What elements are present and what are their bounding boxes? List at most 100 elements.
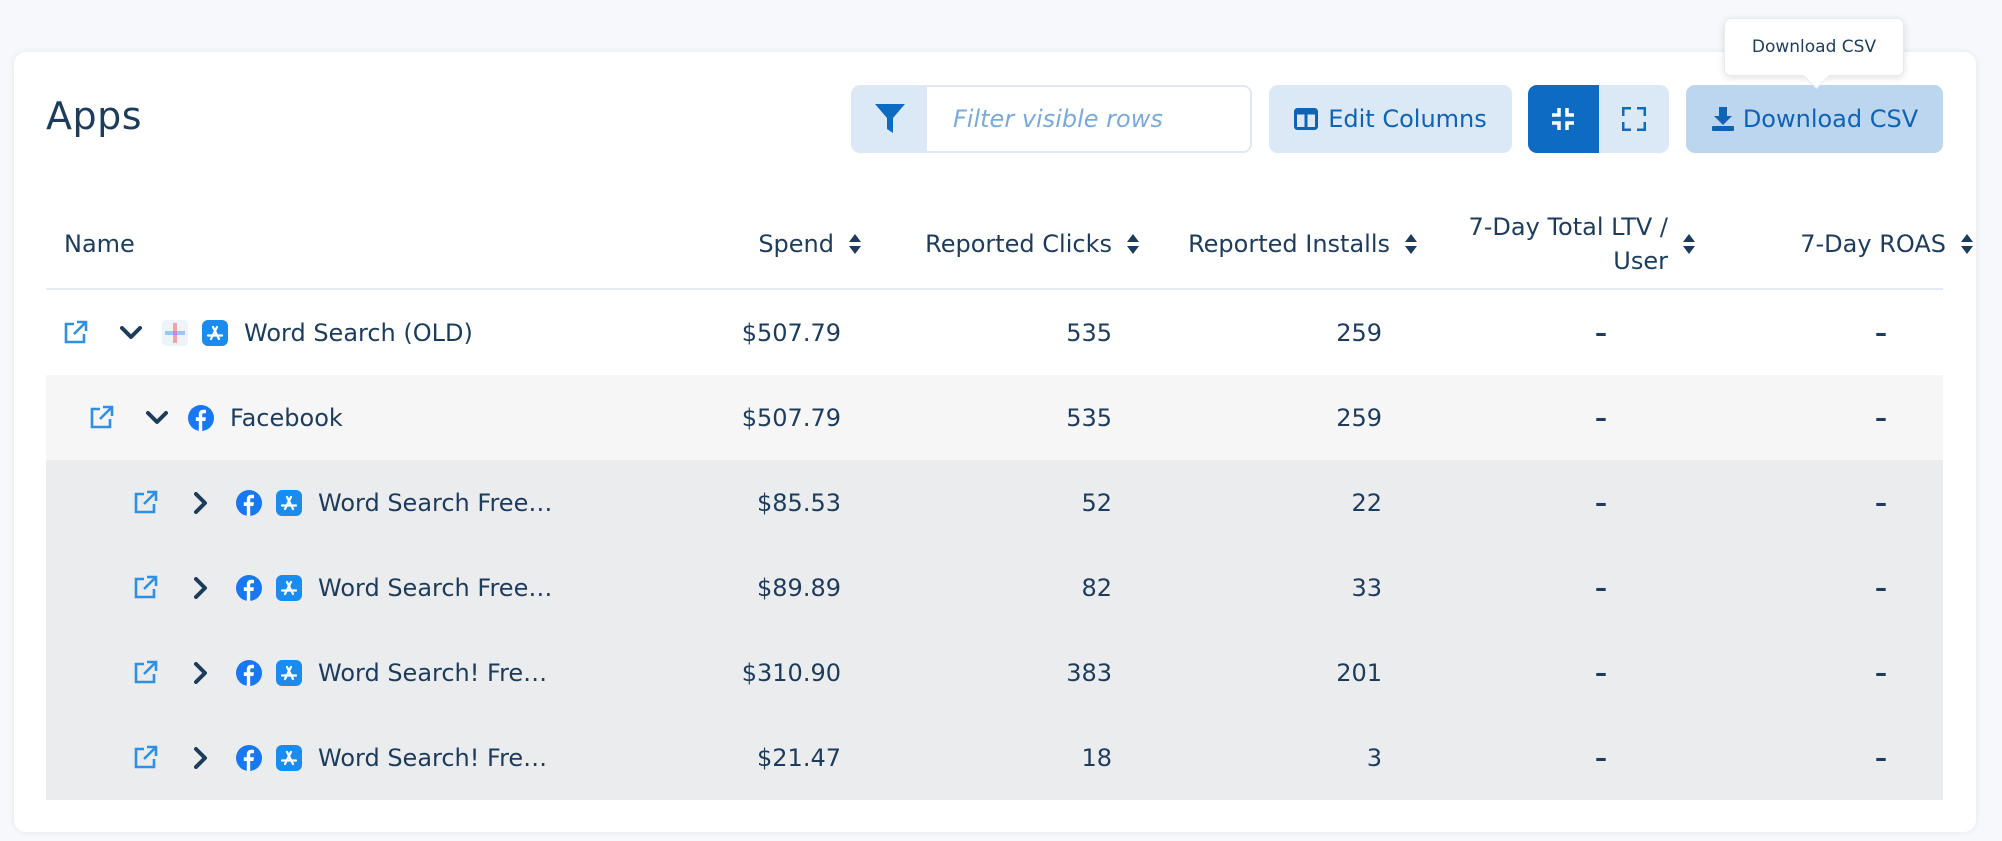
facebook-icon	[188, 375, 214, 460]
external-link-icon[interactable]	[132, 460, 158, 545]
ltv-label-line-2: User	[1613, 247, 1668, 275]
spend-value: $21.47	[757, 743, 841, 772]
app-store-icon	[276, 545, 302, 630]
ltv-value: –	[1595, 658, 1607, 687]
edit-columns-label: Edit Columns	[1328, 105, 1487, 133]
chevron-down-icon[interactable]	[120, 290, 142, 375]
reported-installs-value: 201	[1336, 658, 1382, 687]
external-link-icon[interactable]	[132, 630, 158, 715]
reported-installs-value: 259	[1336, 403, 1382, 432]
facebook-icon	[236, 715, 262, 800]
table-row: Word Search! Fre… $310.90 383 201 – –	[46, 630, 1943, 715]
reported-installs-value: 3	[1366, 743, 1382, 772]
roas-value: –	[1875, 573, 1887, 602]
table-header: Name Spend Reported Clicks Reported Inst…	[46, 198, 1973, 290]
fullscreen-button[interactable]	[1598, 85, 1669, 153]
chevron-right-icon[interactable]	[194, 630, 208, 715]
row-name[interactable]: Word Search! Fre…	[318, 658, 548, 687]
column-label-7-day-roas: 7-Day ROAS	[1800, 230, 1946, 258]
column-label-7-day-total-ltv-user: 7-Day Total LTV / User	[1469, 210, 1669, 278]
app-store-icon	[202, 290, 228, 375]
ltv-value: –	[1595, 573, 1607, 602]
roas-value: –	[1875, 743, 1887, 772]
app-store-icon	[276, 630, 302, 715]
facebook-icon	[236, 545, 262, 630]
reported-installs-value: 259	[1336, 318, 1382, 347]
download-icon	[1711, 107, 1734, 131]
spend-value: $89.89	[757, 573, 841, 602]
compact-view-button[interactable]	[1528, 85, 1599, 153]
row-name[interactable]: Word Search (OLD)	[244, 318, 473, 347]
reported-installs-value: 33	[1351, 573, 1382, 602]
sort-icon	[849, 234, 861, 254]
column-header-7-day-roas[interactable]: 7-Day ROAS	[1706, 198, 1974, 290]
external-link-icon[interactable]	[62, 290, 88, 375]
compress-icon	[1552, 108, 1575, 130]
reported-clicks-value: 535	[1066, 318, 1112, 347]
apps-table: Name Spend Reported Clicks Reported Inst…	[46, 198, 1973, 800]
spend-value: $85.53	[757, 488, 841, 517]
columns-icon	[1294, 108, 1319, 130]
column-label-name: Name	[64, 230, 135, 258]
chevron-right-icon[interactable]	[194, 715, 208, 800]
chevron-down-icon[interactable]	[146, 375, 168, 460]
ltv-value: –	[1595, 403, 1607, 432]
row-name[interactable]: Word Search! Fre…	[318, 743, 548, 772]
column-header-reported-clicks[interactable]: Reported Clicks	[876, 198, 1140, 290]
filter-icon	[875, 104, 905, 133]
column-label-reported-installs: Reported Installs	[1188, 230, 1390, 258]
column-header-7-day-total-ltv-user[interactable]: 7-Day Total LTV / User	[1406, 198, 1696, 290]
page-title: Apps	[46, 94, 143, 138]
filter-button[interactable]	[853, 87, 927, 151]
reported-clicks-value: 18	[1081, 743, 1112, 772]
ltv-value: –	[1595, 743, 1607, 772]
edit-columns-button[interactable]: Edit Columns	[1269, 85, 1512, 153]
facebook-icon	[236, 460, 262, 545]
external-link-icon[interactable]	[132, 545, 158, 630]
chevron-right-icon[interactable]	[194, 545, 208, 630]
external-link-icon[interactable]	[132, 715, 158, 800]
row-name[interactable]: Word Search Free…	[318, 488, 553, 517]
column-header-spend[interactable]: Spend	[666, 198, 862, 290]
ltv-value: –	[1595, 488, 1607, 517]
table-row: Word Search (OLD) $507.79 535 259 – –	[46, 290, 1943, 375]
table-row: Word Search Free… $89.89 82 33 – –	[46, 545, 1943, 630]
column-header-name[interactable]: Name	[64, 198, 135, 290]
facebook-icon	[236, 630, 262, 715]
column-header-reported-installs[interactable]: Reported Installs	[1146, 198, 1418, 290]
sort-icon	[1683, 234, 1695, 254]
filter-input[interactable]	[927, 87, 1250, 151]
sort-icon	[1405, 234, 1417, 254]
view-toggle	[1528, 85, 1669, 153]
roas-value: –	[1875, 318, 1887, 347]
filter-group	[851, 85, 1252, 153]
roas-value: –	[1875, 658, 1887, 687]
table-row: Word Search! Fre… $21.47 18 3 – –	[46, 715, 1943, 800]
external-link-icon[interactable]	[88, 375, 114, 460]
download-csv-button[interactable]: Download CSV	[1686, 85, 1943, 153]
reported-installs-value: 22	[1351, 488, 1382, 517]
reported-clicks-value: 82	[1081, 573, 1112, 602]
multi-network-icon	[162, 290, 188, 375]
table-row: Facebook $507.79 535 259 – –	[46, 375, 1943, 460]
column-label-spend: Spend	[758, 230, 834, 258]
reported-clicks-value: 535	[1066, 403, 1112, 432]
table-row: Word Search Free… $85.53 52 22 – –	[46, 460, 1943, 545]
ltv-value: –	[1595, 318, 1607, 347]
sort-icon	[1961, 234, 1973, 254]
chevron-right-icon[interactable]	[194, 460, 208, 545]
table-body: Word Search (OLD) $507.79 535 259– – Facebook…	[46, 290, 1943, 800]
roas-value: –	[1875, 403, 1887, 432]
row-name[interactable]: Word Search Free…	[318, 573, 553, 602]
row-name[interactable]: Facebook	[230, 403, 343, 432]
spend-value: $310.90	[741, 658, 841, 687]
column-label-reported-clicks: Reported Clicks	[925, 230, 1112, 258]
expand-icon	[1621, 107, 1646, 131]
reported-clicks-value: 383	[1066, 658, 1112, 687]
sort-icon	[1127, 234, 1139, 254]
app-store-icon	[276, 460, 302, 545]
spend-value: $507.79	[741, 318, 841, 347]
download-csv-tooltip: Download CSV	[1724, 18, 1904, 76]
spend-value: $507.79	[741, 403, 841, 432]
ltv-label-line-1: 7-Day Total LTV /	[1468, 213, 1669, 241]
